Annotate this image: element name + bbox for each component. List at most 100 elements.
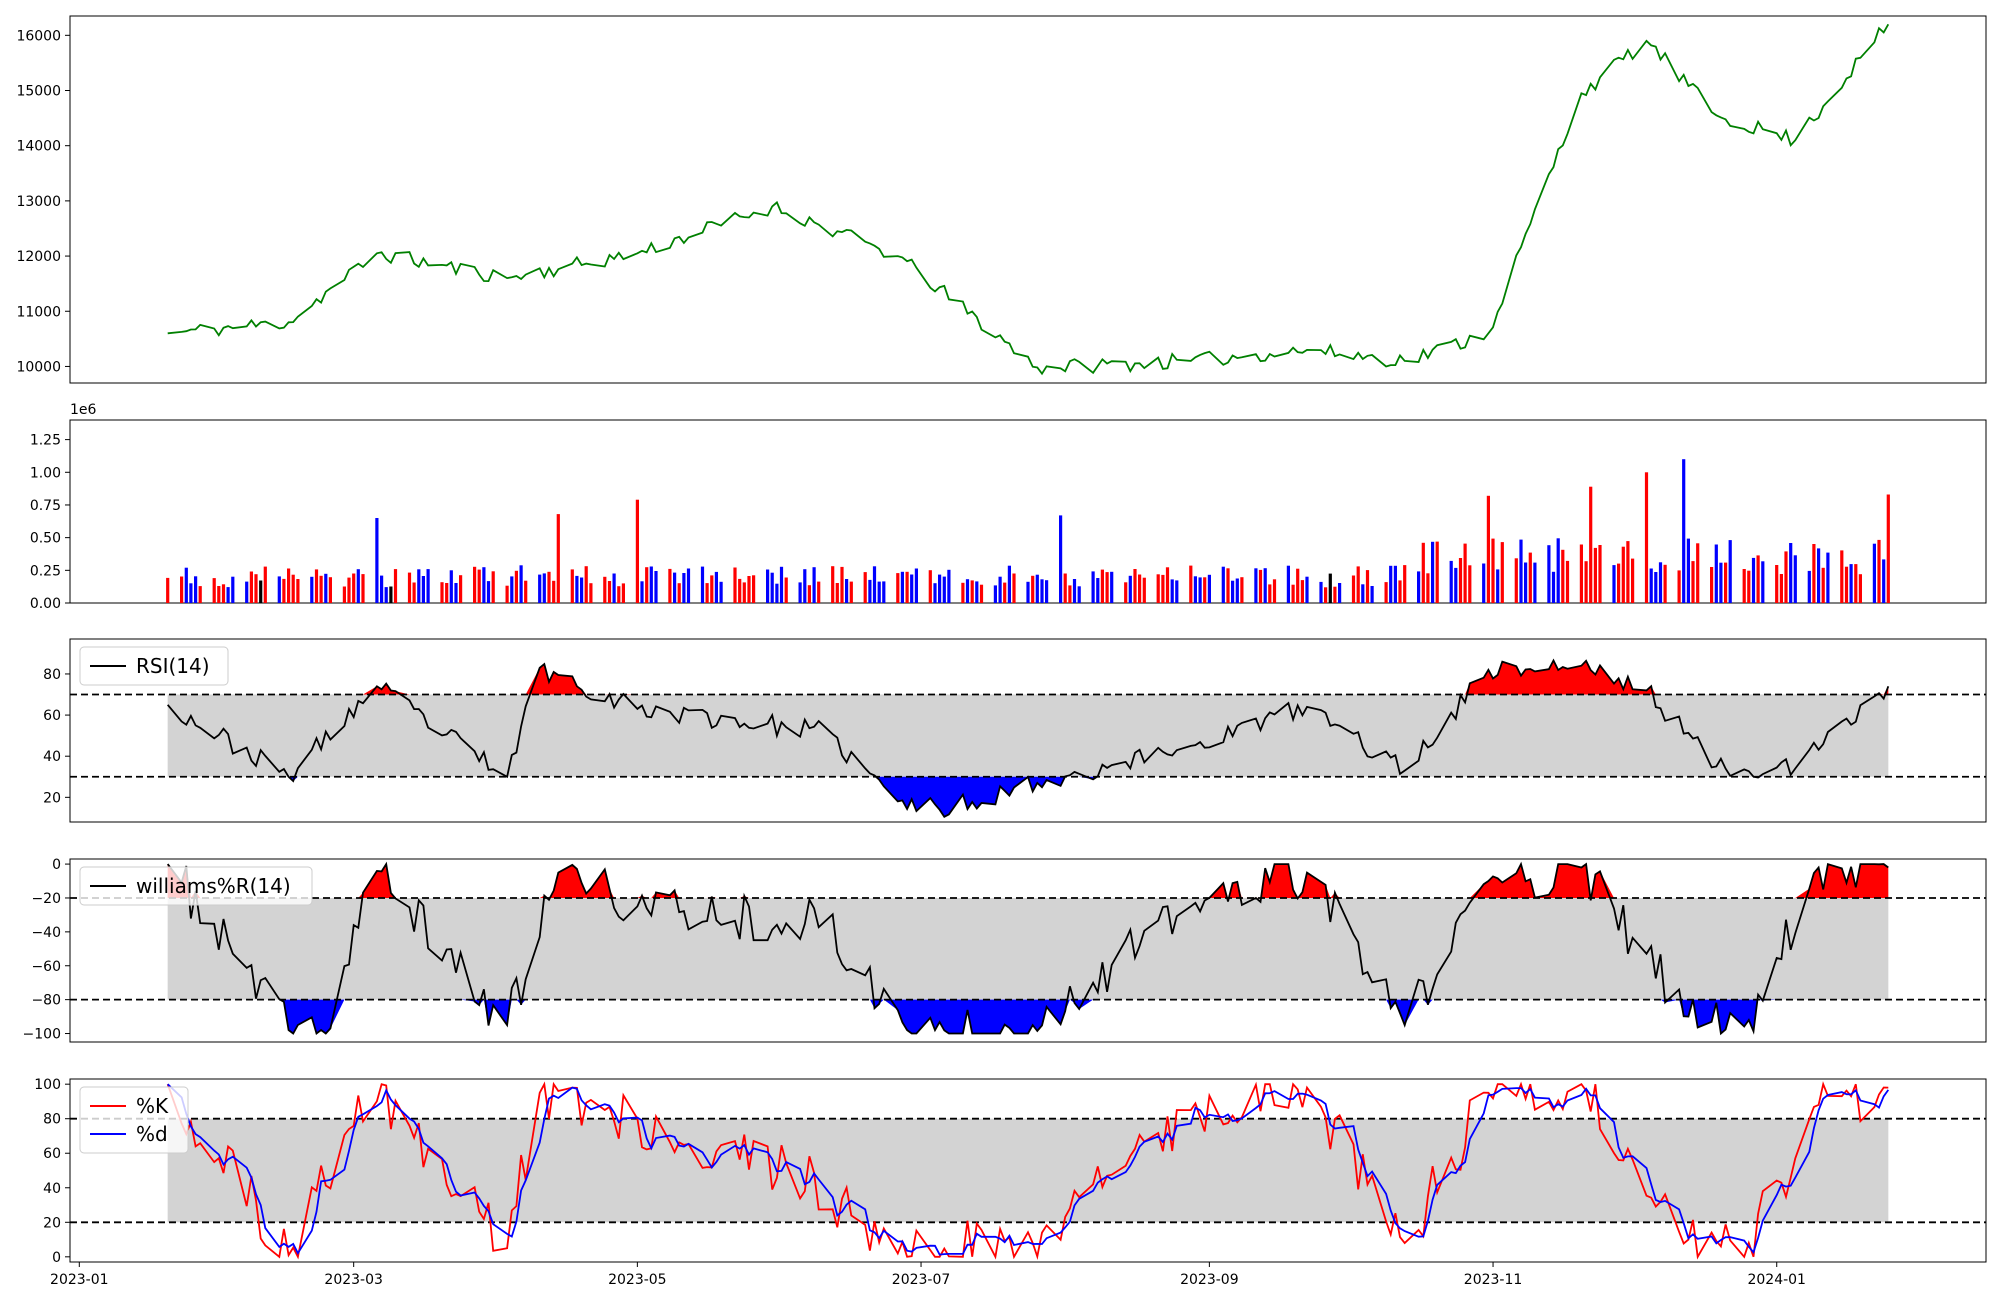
- williams-oversold-fill: [168, 1000, 1889, 1034]
- volume-bar: [687, 569, 690, 604]
- volume-bar: [1491, 539, 1494, 603]
- volume-bar: [282, 579, 285, 603]
- volume-bar: [1273, 579, 1276, 603]
- williams-ytick-label: −40: [31, 925, 61, 941]
- volume-bar: [999, 577, 1002, 603]
- volume-bar: [966, 579, 969, 603]
- volume-bar: [352, 574, 355, 604]
- volume-bar: [1598, 545, 1601, 603]
- rsi-oversold-fill: [168, 777, 1889, 817]
- volume-bar: [254, 574, 257, 603]
- volume-bar: [1371, 586, 1374, 603]
- volume-bar: [1422, 543, 1425, 603]
- volume-bar: [1064, 574, 1067, 604]
- volume-bar: [459, 575, 462, 603]
- volume-bar: [947, 570, 950, 603]
- volume-bar: [1654, 572, 1657, 603]
- volume-bar: [780, 567, 783, 603]
- volume-bar: [980, 585, 983, 603]
- volume-bar: [1664, 565, 1667, 603]
- volume-bar: [1036, 575, 1039, 603]
- volume-bar: [385, 587, 388, 603]
- volume-bar: [1389, 566, 1392, 603]
- volume-bar: [580, 578, 583, 604]
- volume-bar: [785, 578, 788, 604]
- volume-bar: [1822, 568, 1825, 603]
- volume-bar: [1464, 544, 1467, 603]
- volume-bar: [1268, 584, 1271, 603]
- volume-bar: [492, 571, 495, 603]
- volume-bar: [803, 569, 806, 603]
- volume-bar: [733, 568, 736, 604]
- volume-bar: [1008, 566, 1011, 603]
- volume-bar: [910, 575, 913, 604]
- volume-bar: [324, 574, 327, 603]
- volume-bar: [1691, 561, 1694, 603]
- volume-bar: [896, 573, 899, 603]
- volume-bar: [799, 582, 802, 603]
- volume-bar: [668, 569, 671, 603]
- price-ytick-label: 12000: [16, 249, 61, 265]
- volume-ytick-label: 0.25: [30, 563, 61, 579]
- volume-bar: [524, 581, 527, 603]
- volume-bar: [1845, 567, 1848, 603]
- volume-bar: [994, 585, 997, 603]
- rsi-overbought-fill: [168, 661, 1889, 695]
- volume-bar: [1431, 542, 1434, 603]
- stochastic-legend: %K%d: [80, 1087, 188, 1153]
- volume-bar: [617, 586, 620, 603]
- volume-bar: [720, 582, 723, 603]
- volume-bar: [264, 567, 267, 603]
- volume-bar: [1552, 572, 1555, 603]
- volume-bar: [1175, 580, 1178, 603]
- volume-bar: [1650, 569, 1653, 604]
- volume-bar: [1254, 568, 1257, 603]
- volume-bar: [1501, 542, 1504, 603]
- volume-bar: [1877, 540, 1880, 603]
- volume-bar: [1515, 558, 1518, 603]
- volume-bar: [287, 569, 290, 604]
- volume-bar: [515, 571, 518, 603]
- rsi-ytick-label: 40: [43, 749, 61, 765]
- volume-bar: [1329, 574, 1332, 603]
- volume-bar: [213, 578, 216, 603]
- volume-bar: [450, 570, 453, 603]
- volume-bar: [1031, 576, 1034, 603]
- price-ytick-label: 13000: [16, 194, 61, 210]
- volume-bar: [1417, 571, 1420, 603]
- volume-bar: [417, 569, 420, 603]
- volume-bar: [427, 569, 430, 603]
- volume-bar: [1208, 575, 1211, 603]
- volume-bar: [850, 582, 853, 603]
- volume-bar: [971, 580, 974, 603]
- volume-bar: [715, 572, 718, 603]
- volume-bar: [929, 570, 932, 603]
- price-ytick-label: 10000: [16, 359, 61, 375]
- volume-bar: [1259, 570, 1262, 603]
- volume-bar: [1301, 580, 1304, 603]
- volume-bar: [645, 567, 648, 603]
- volume-ytick-label: 0.75: [30, 498, 61, 514]
- volume-bar: [864, 572, 867, 603]
- volume-bar: [1724, 563, 1727, 603]
- volume-bar: [482, 567, 485, 603]
- volume-bar: [1110, 572, 1113, 603]
- volume-bar: [1808, 571, 1811, 603]
- volume-bar: [1026, 582, 1029, 603]
- rsi-ytick-label: 20: [43, 790, 61, 806]
- price-ytick-label: 15000: [16, 84, 61, 100]
- volume-bar: [1496, 569, 1499, 603]
- volume-bar: [840, 567, 843, 603]
- volume-bar: [813, 567, 816, 603]
- volume-bar: [1757, 555, 1760, 603]
- price-ytick-label: 16000: [16, 28, 61, 44]
- volume-bar: [454, 583, 457, 603]
- volume-bar: [222, 584, 225, 603]
- volume-bar: [1468, 565, 1471, 603]
- volume-bar: [1203, 577, 1206, 603]
- volume-bar: [1743, 569, 1746, 603]
- volume-bar: [1631, 559, 1634, 603]
- volume-bar: [738, 579, 741, 603]
- volume-bar: [1854, 564, 1857, 603]
- volume-bar: [1747, 571, 1750, 603]
